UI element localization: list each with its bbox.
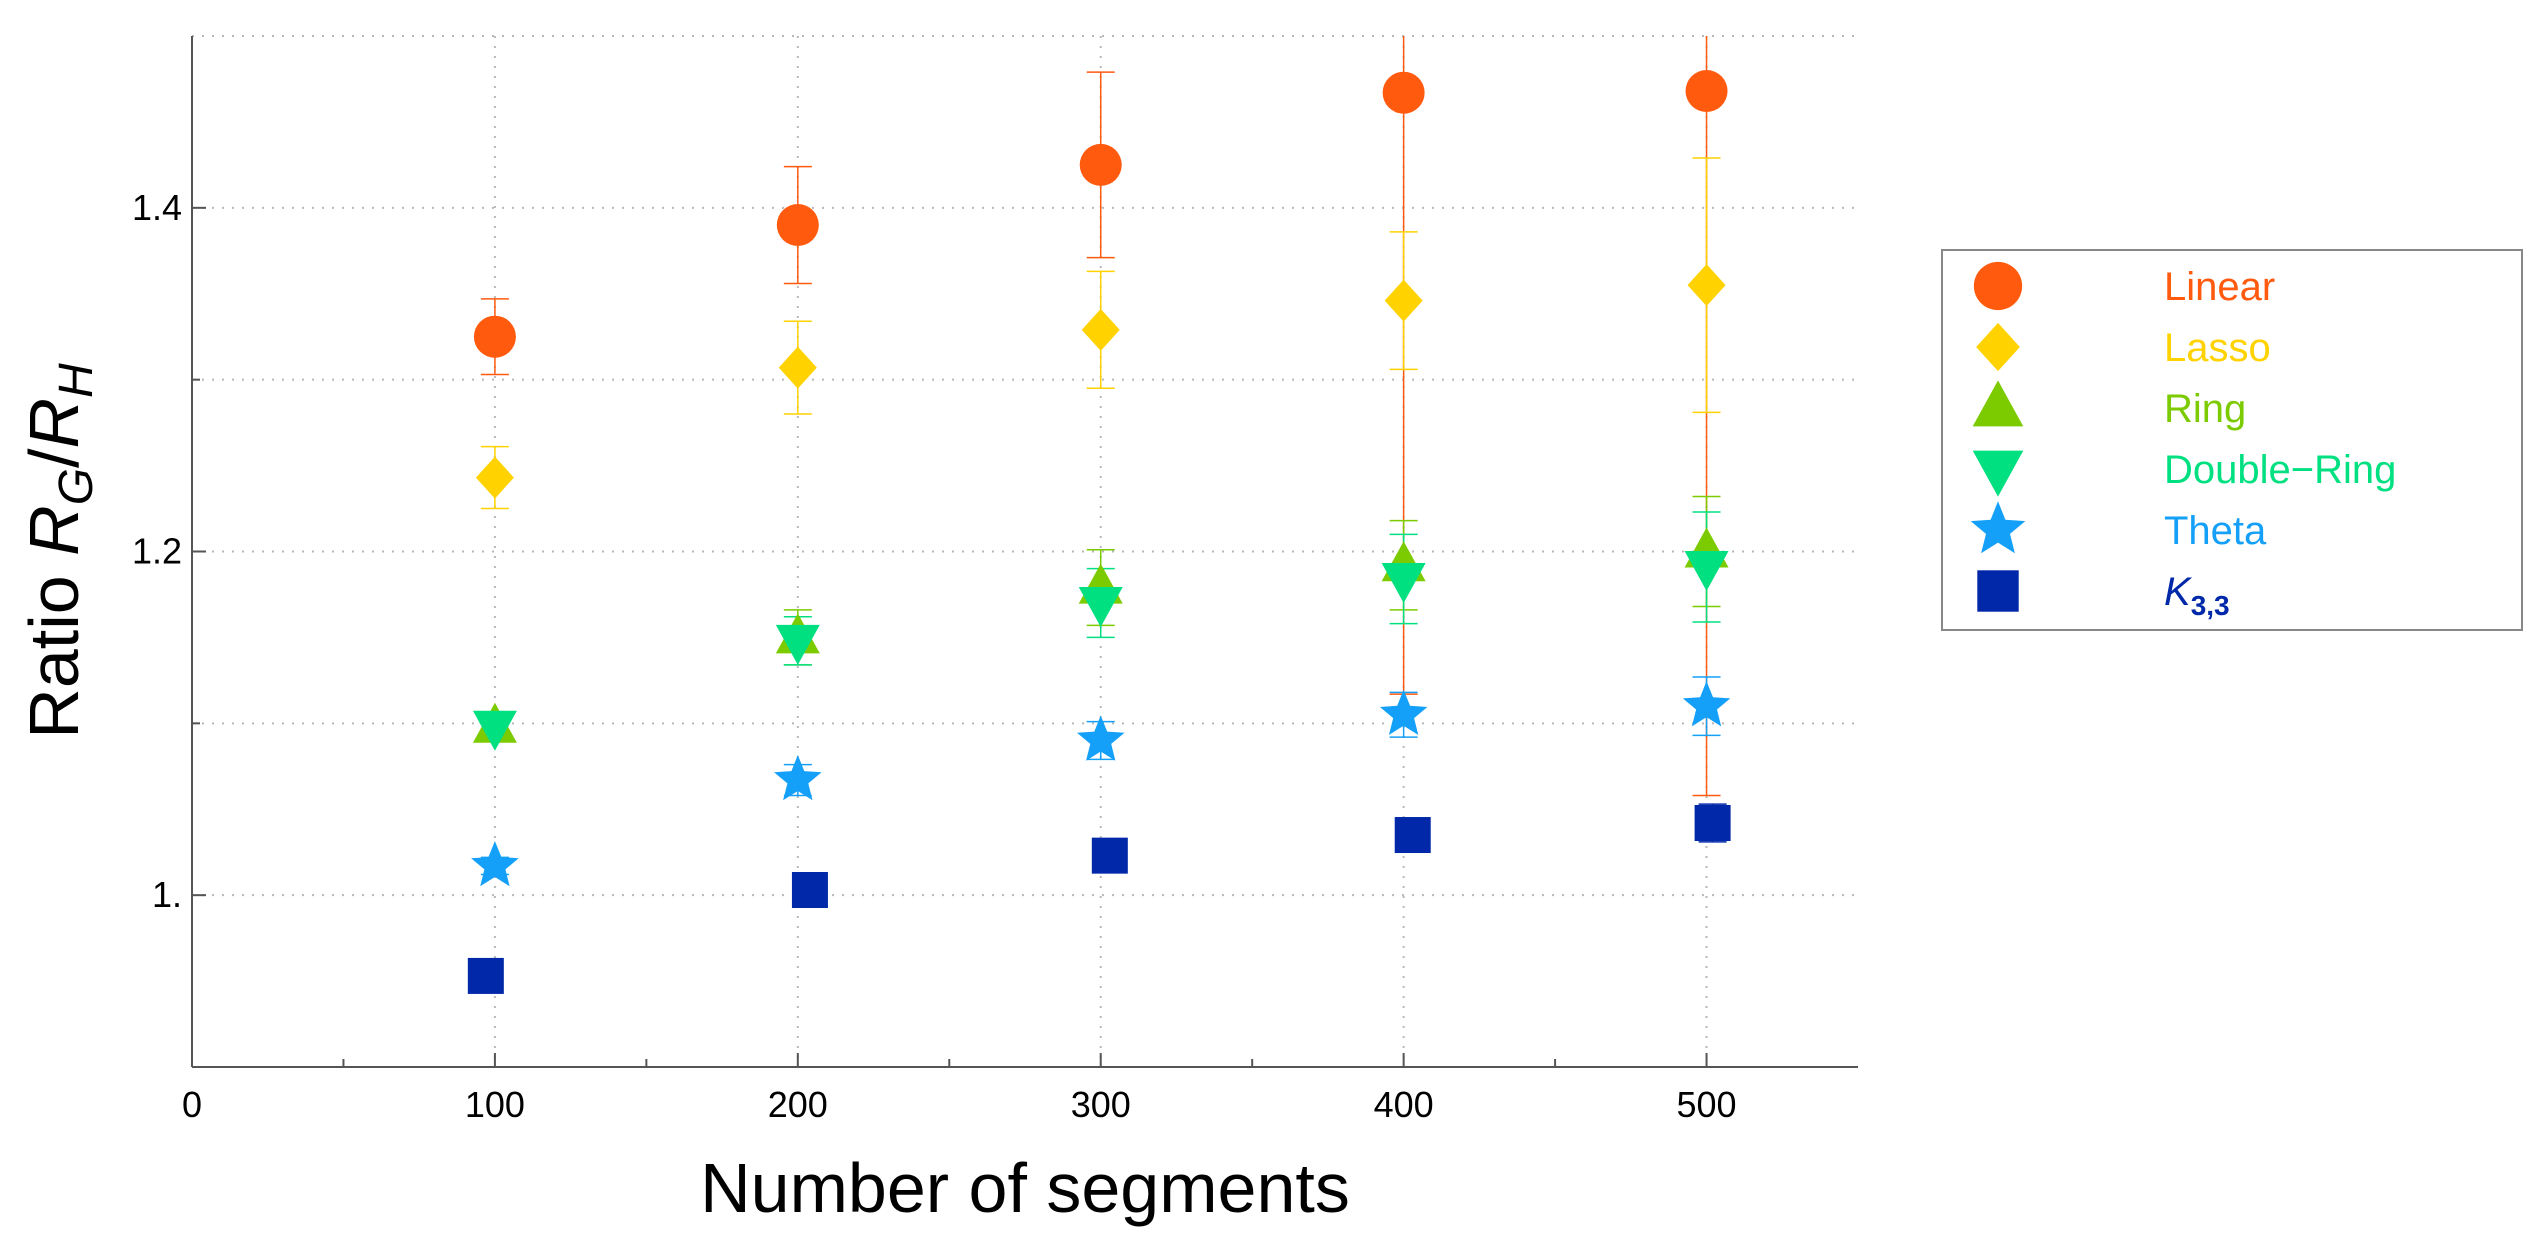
x-tick-label: 0: [182, 1084, 202, 1125]
data-point: [1394, 817, 1431, 854]
legend-marker: [1976, 322, 2020, 372]
legend-label: Linear: [2164, 265, 2275, 309]
data-point: [1079, 143, 1122, 186]
ticks: 0 100 200 300 400 500 1. 1.2 1.4: [132, 187, 1737, 1125]
data-point: [1091, 837, 1128, 874]
data-point: [778, 346, 817, 389]
y-axis-title-num-sub: G: [50, 468, 103, 505]
legend-label: K3,3: [2164, 570, 2230, 621]
y-axis-title-num: R: [15, 505, 93, 556]
data-point: [1078, 587, 1123, 628]
data-point: [774, 755, 822, 801]
data-point: [473, 315, 516, 358]
data-point: [791, 872, 828, 909]
legend-label: Double−Ring: [2164, 448, 2396, 492]
x-tick-label: 300: [1071, 1084, 1131, 1125]
legend-entry: K3,3: [1977, 570, 2230, 621]
legend-marker: [1973, 261, 2023, 311]
legend-marker: [1977, 570, 2019, 612]
data-point: [1382, 71, 1425, 114]
legend-label: Lasso: [2164, 326, 2271, 370]
legend-label: Ring: [2164, 387, 2246, 431]
x-axis-title: Number of segments: [700, 1149, 1350, 1227]
data-point: [1077, 715, 1125, 761]
data-point: [467, 957, 504, 994]
y-axis-title-den-sub: H: [50, 363, 103, 398]
data-markers: [467, 69, 1731, 994]
data-point: [1381, 562, 1426, 603]
legend-entry: Lasso: [1976, 322, 2271, 372]
data-point: [1685, 69, 1728, 112]
y-axis-title-prefix: Ratio: [15, 556, 93, 739]
legend-box: [1941, 249, 2523, 631]
data-point: [475, 456, 514, 499]
legend-label: Theta: [2164, 509, 2267, 553]
y-tick-label: 1.: [152, 874, 182, 915]
legend: Linear Lasso Ring Double−Ring Theta K3,3: [1941, 249, 2523, 631]
x-tick-label: 200: [768, 1084, 828, 1125]
data-point: [1684, 550, 1729, 591]
y-tick-label: 1.4: [132, 187, 182, 228]
data-point: [1384, 279, 1423, 322]
legend-marker: [1972, 380, 2024, 427]
data-point: [1682, 681, 1731, 727]
x-tick-label: 400: [1374, 1084, 1434, 1125]
data-point: [1694, 804, 1731, 841]
data-point: [472, 710, 517, 751]
legend-marker: [1970, 501, 2026, 554]
legend-marker: [1972, 450, 2024, 497]
y-axis-title-den: R: [15, 398, 93, 449]
y-axis-title: Ratio RG/RH: [15, 363, 103, 739]
data-point: [1687, 264, 1726, 307]
data-point: [1081, 308, 1120, 351]
x-tick-label: 500: [1677, 1084, 1737, 1125]
data-point: [471, 841, 519, 887]
data-point: [775, 624, 820, 665]
y-axis-title-slash: /: [15, 448, 93, 468]
data-point: [1379, 689, 1428, 735]
legend-entry: Ring: [1972, 380, 2246, 431]
x-tick-label: 100: [465, 1084, 525, 1125]
legend-entry: Linear: [1973, 261, 2275, 311]
legend-entry: Theta: [1970, 501, 2267, 554]
legend-entry: Double−Ring: [1972, 448, 2396, 497]
y-tick-label: 1.2: [132, 531, 182, 572]
data-point: [776, 204, 819, 247]
